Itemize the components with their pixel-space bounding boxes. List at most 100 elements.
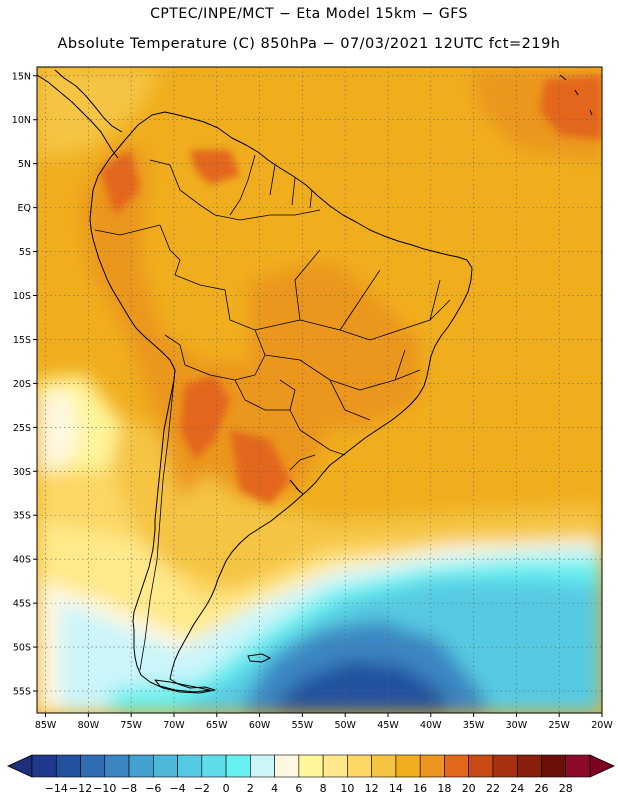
region-hot-andes-north xyxy=(190,150,240,185)
lon-label: 60W xyxy=(249,720,271,731)
chart-title-line2: Absolute Temperature (C) 850hPa − 07/03/… xyxy=(57,36,561,52)
border-uruguay xyxy=(289,454,316,471)
colorbar-swatch xyxy=(419,754,445,778)
colorbar-swatch xyxy=(444,754,469,778)
temperature-field xyxy=(37,67,602,713)
border-colombia-brazil-peru xyxy=(159,224,181,276)
border-bolivia-paraguay-argentina xyxy=(184,364,256,381)
lat-label: 15S xyxy=(13,335,31,346)
colorbar-label: 26 xyxy=(534,782,548,795)
colorbar-label: −6 xyxy=(145,782,161,795)
region-hot-chaco xyxy=(180,375,230,460)
lat-label: 20S xyxy=(13,379,31,390)
region-hot-nw xyxy=(100,150,140,215)
chart-title-line1: CPTEC/INPE/MCT − Eta Model 15km − GFS xyxy=(150,6,468,22)
longitude-labels: 85W 80W 75W 70W 65W 60W 55W 50W 45W 40W 35W 30W 25W 2… xyxy=(35,713,613,731)
colorbar-label: 20 xyxy=(462,782,476,795)
coastlines xyxy=(37,69,593,694)
lat-label: 45S xyxy=(13,599,31,610)
colorbar-label: 10 xyxy=(340,782,354,795)
lon-label: 40W xyxy=(420,720,442,731)
latitude-labels: 15N 10N 5N EQ 5S 10S 15S 20S 25S 30S 35S 40S 45S 50S 5… xyxy=(12,71,37,698)
colorbar-swatch xyxy=(225,754,251,778)
lat-label: 25S xyxy=(13,423,31,434)
colorbar-label: 6 xyxy=(295,782,302,795)
colorbar-swatch xyxy=(31,754,57,778)
colorbar-label: 22 xyxy=(486,782,500,795)
lon-label: 50W xyxy=(334,720,356,731)
colorbar-swatch xyxy=(468,754,494,778)
colorbar-above-arrow xyxy=(589,754,615,778)
colorbar-labels: −14 −12 −10 −8 −6 −4 −2 0 2 4 6 8 10 12 14 16 18 20 22 24 26… xyxy=(45,782,573,795)
border-peru-brazil xyxy=(174,274,231,321)
tierra-del-fuego xyxy=(154,679,211,693)
colorbar-below-arrow xyxy=(7,754,33,778)
lat-label: 40S xyxy=(13,555,31,566)
lat-label: EQ xyxy=(18,203,31,214)
colorbar-swatch xyxy=(80,754,106,778)
lat-label: 50S xyxy=(13,643,31,654)
colorbar-swatch xyxy=(250,754,275,778)
lon-label: 35W xyxy=(463,720,485,731)
colorbar-swatch xyxy=(516,754,542,778)
colorbar-label: 8 xyxy=(320,782,327,795)
central-america-caribbean-coast xyxy=(54,69,123,133)
lat-label: 55S xyxy=(13,687,31,698)
brazil-states xyxy=(254,249,451,421)
lon-label: 85W xyxy=(35,720,57,731)
colorbar-swatch xyxy=(153,754,178,778)
colorbar-label: 0 xyxy=(223,782,230,795)
colorbar-swatch xyxy=(128,754,154,778)
lat-label: 35S xyxy=(13,511,31,522)
colorbar-swatch xyxy=(565,754,591,778)
region-hot-atlantic xyxy=(540,75,602,140)
lat-label: 10S xyxy=(13,291,31,302)
colorbar-label: −10 xyxy=(93,782,116,795)
region-cold-deep xyxy=(270,660,450,713)
colorbar-swatch xyxy=(104,754,130,778)
region-caribbean-pale xyxy=(37,67,160,160)
colorbar-label: 16 xyxy=(413,782,427,795)
colorbar-swatch xyxy=(177,754,203,778)
colorbar-swatch xyxy=(347,754,372,778)
border-venezuela-guyana xyxy=(229,154,256,216)
colorbar-swatch xyxy=(492,754,518,778)
border-guianas xyxy=(269,164,313,209)
lat-label: 5S xyxy=(19,247,31,258)
lon-label: 30W xyxy=(506,720,528,731)
colorbar-swatch xyxy=(541,754,567,778)
lat-label: 15N xyxy=(12,71,31,82)
colorbar-swatch xyxy=(395,754,421,778)
border-chile-argentina xyxy=(139,369,176,671)
border-colombia-venezuela xyxy=(149,159,216,216)
lon-label: 20W xyxy=(591,720,613,731)
central-america-coastline xyxy=(37,74,119,159)
border-brazil-north xyxy=(214,209,321,221)
border-ecuador-peru xyxy=(94,224,161,236)
lagoa-dos-patos xyxy=(289,479,304,495)
lon-label: 75W xyxy=(120,720,142,731)
caribbean-islands xyxy=(559,74,593,116)
colorbar-label: 28 xyxy=(559,782,573,795)
border-peru-bolivia xyxy=(164,334,186,366)
colorbar-label: 14 xyxy=(389,782,403,795)
colorbar-label: −14 xyxy=(45,782,68,795)
south-america-coastline xyxy=(89,111,473,694)
colorbar-swatch xyxy=(371,754,397,778)
colorbar-label: 24 xyxy=(510,782,524,795)
lon-label: 80W xyxy=(78,720,100,731)
border-bolivia-brazil xyxy=(229,319,266,376)
lat-label: 5N xyxy=(18,159,31,170)
border-argentina-uruguay-brazil xyxy=(289,409,346,456)
lat-label: 30S xyxy=(13,467,31,478)
colorbar-label: −12 xyxy=(69,782,92,795)
colorbar-swatch xyxy=(274,754,300,778)
colorbar-label: 2 xyxy=(247,782,254,795)
country-borders xyxy=(94,154,451,671)
colorbar-label: 4 xyxy=(271,782,278,795)
colorbar-label: −2 xyxy=(194,782,210,795)
lon-label: 25W xyxy=(548,720,570,731)
colorbar-swatch xyxy=(322,754,348,778)
falkland-islands xyxy=(247,653,271,663)
